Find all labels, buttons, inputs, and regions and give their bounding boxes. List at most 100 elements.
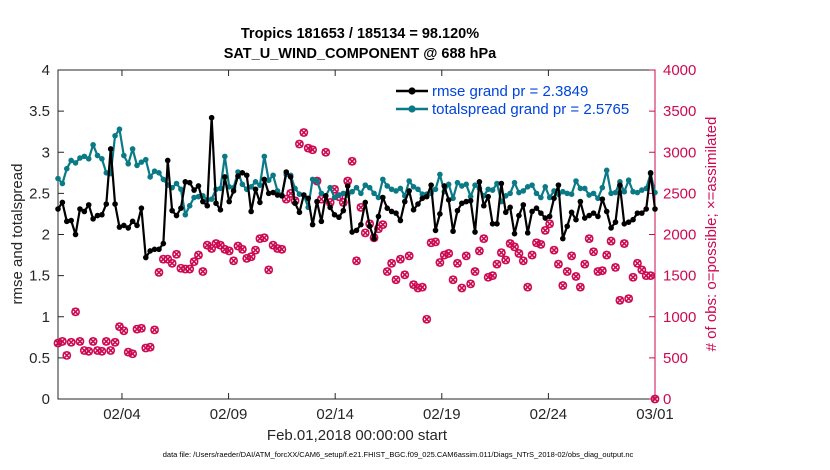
obs-possible-marker: [461, 251, 471, 261]
obs-assimilated-marker: [137, 324, 146, 333]
obs-possible-marker: [584, 234, 594, 244]
series-point: [90, 142, 96, 148]
series-point: [362, 182, 369, 188]
obs-possible-marker: [352, 256, 361, 266]
obs-possible-marker: [448, 275, 458, 285]
series-point: [305, 195, 312, 202]
obs-possible-marker: [237, 244, 247, 254]
obs-assimilated-marker: [322, 148, 330, 157]
series-point: [283, 169, 290, 175]
series-point: [459, 200, 465, 207]
series-point: [366, 184, 373, 191]
obs-assimilated-marker: [440, 251, 449, 259]
series-point: [116, 126, 123, 133]
obs-possible-marker: [75, 337, 85, 346]
series-point: [327, 204, 333, 211]
series-point: [568, 191, 575, 197]
obs-possible-marker: [404, 251, 414, 261]
series-point: [257, 199, 263, 206]
series-point: [99, 211, 105, 218]
series-point: [647, 170, 654, 176]
series-point: [603, 208, 610, 215]
obs-assimilated-marker: [453, 259, 462, 268]
obs-assimilated-marker: [102, 337, 111, 346]
y-left-tick-label: 1.5: [29, 268, 50, 285]
series-point: [573, 178, 579, 184]
obs-assimilated-marker: [199, 267, 207, 276]
series-point: [191, 187, 197, 193]
obs-assimilated-marker: [646, 271, 655, 280]
obs-assimilated-marker: [225, 247, 233, 255]
x-tick-label: 02/09: [210, 406, 248, 423]
series-point: [634, 189, 641, 196]
obs-possible-marker: [453, 258, 462, 268]
obs-possible-marker: [549, 245, 559, 255]
series-point: [226, 198, 232, 205]
obs-possible-marker: [496, 248, 506, 257]
obs-possible-marker: [562, 267, 572, 276]
series-point: [235, 169, 241, 175]
series-point: [494, 221, 500, 227]
series-point: [178, 186, 184, 193]
series-point: [327, 184, 333, 191]
series-point: [586, 192, 592, 198]
obs-possible-marker: [633, 258, 642, 268]
data-file-footnote: data file: /Users/raeder/DAI/ATM_forcXX/…: [163, 450, 634, 459]
x-tick-label: 02/19: [423, 406, 461, 423]
series-point: [472, 229, 478, 235]
axes-ticks: 02/04 02/09 02/14 02/19 02/24 03/0100.511.522…: [29, 62, 696, 423]
series-point: [371, 235, 377, 242]
series-point: [72, 231, 79, 238]
series-point: [423, 193, 430, 200]
series-point: [437, 211, 443, 217]
series-point: [248, 208, 254, 215]
series-point: [393, 210, 399, 216]
series-point: [85, 156, 92, 162]
obs-assimilated-marker: [190, 257, 198, 266]
series-point: [489, 187, 496, 193]
series-point: [538, 210, 544, 216]
obs-possible-marker: [545, 219, 555, 229]
series-point: [121, 222, 127, 229]
series-point: [375, 213, 382, 220]
series-point: [380, 194, 386, 201]
obs-assimilated-marker: [84, 347, 93, 356]
obs-assimilated-marker: [387, 259, 396, 268]
obs-assimilated-marker: [466, 280, 475, 288]
obs-possible-marker: [264, 265, 274, 275]
obs-possible-marker: [558, 281, 568, 290]
obs-possible-marker: [518, 256, 528, 266]
series-point: [507, 190, 513, 197]
obs-assimilated-marker: [124, 348, 133, 356]
series-point: [243, 172, 250, 179]
obs-assimilated-marker: [598, 266, 607, 275]
obs-assimilated-marker: [251, 246, 260, 254]
obs-possible-marker: [88, 337, 98, 346]
series-point: [344, 183, 351, 189]
y-left-tick-label: 2.5: [29, 185, 50, 202]
series-point: [292, 200, 298, 207]
obs-possible-marker: [106, 346, 116, 355]
series-point: [121, 152, 127, 159]
series-point: [103, 201, 110, 207]
y-axis-right-label: # of obs: o=possible; ×=assimilated: [703, 117, 720, 352]
obs-possible-marker: [624, 294, 634, 304]
series-point: [156, 170, 162, 176]
obs-assimilated-marker: [602, 251, 611, 259]
obs-possible-marker: [251, 245, 260, 255]
series-point: [340, 207, 347, 214]
series-point: [599, 196, 606, 202]
series-point: [331, 211, 338, 218]
series-point: [485, 193, 491, 200]
obs-assimilated-marker: [58, 337, 67, 346]
y-left-tick-label: 0: [42, 391, 50, 408]
obs-possible-marker: [198, 267, 208, 276]
obs-assimilated-marker: [519, 257, 528, 265]
series-point: [222, 153, 228, 160]
obs-assimilated-marker: [537, 240, 545, 249]
y-right-tick-label: 0: [663, 391, 671, 408]
series-point: [415, 201, 421, 207]
series-point: [156, 246, 162, 253]
obs-assimilated-marker: [264, 266, 273, 274]
obs-assimilated-marker: [554, 260, 563, 268]
